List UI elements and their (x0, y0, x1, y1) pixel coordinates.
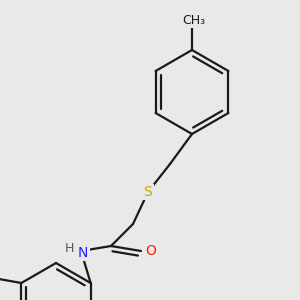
Text: O: O (146, 244, 156, 258)
Text: N: N (78, 246, 88, 260)
Text: H: H (64, 242, 74, 256)
Text: S: S (144, 185, 152, 199)
Text: CH₃: CH₃ (182, 14, 206, 26)
